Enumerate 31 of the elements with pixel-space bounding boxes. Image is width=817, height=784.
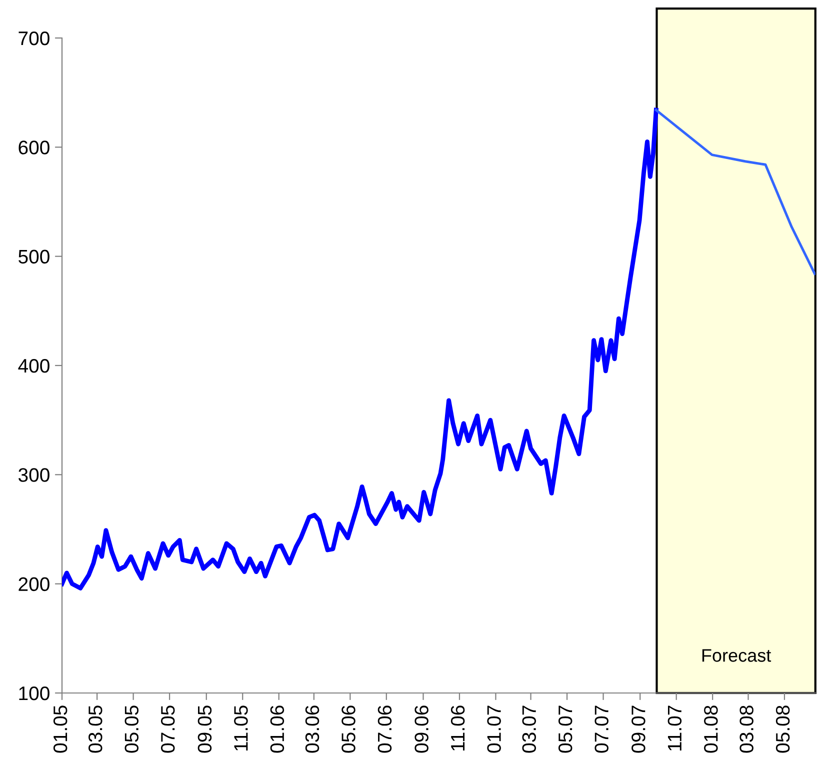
y-tick-label: 500 [18, 250, 50, 264]
band-label: Forecast [702, 649, 772, 662]
x-tick-label: 09.05 [198, 706, 212, 753]
x-tick-label: 09.07 [632, 706, 646, 753]
y-tick-label: 100 [19, 686, 50, 700]
x-tick-label: 03.08 [740, 706, 754, 753]
y-tick-label: 400 [18, 358, 50, 373]
line-series [62, 108, 658, 590]
x-tick-label: 09.06 [414, 706, 428, 753]
x-tick-label: 05.07 [558, 706, 572, 753]
x-tick-label: 03.07 [522, 706, 536, 753]
x-tick-label: 05.08 [776, 706, 790, 753]
x-tick-label: 01.06 [270, 706, 284, 753]
x-tick-label: 11.05 [234, 706, 248, 751]
x-tick-label: 07.05 [160, 706, 175, 753]
y-tick-label: 600 [18, 140, 50, 154]
y-tick-label: 700 [18, 31, 50, 46]
x-tick-label: 05.05 [124, 706, 139, 753]
x-tick-label: 01.07 [487, 706, 501, 753]
x-tick-label: 03.06 [305, 706, 320, 753]
x-tick-label: 07.07 [594, 706, 608, 753]
x-tick-label: 01.05 [53, 706, 68, 753]
x-tick-label: 07.06 [378, 706, 392, 753]
y-tick-label: 200 [18, 577, 50, 592]
x-tick-label: 01.08 [704, 706, 718, 753]
x-tick-label: 03.05 [88, 706, 102, 753]
line-series [654, 108, 816, 276]
x-tick-label: 11.07 [668, 706, 682, 751]
x-tick-label: 05.06 [342, 706, 356, 753]
x-tick-label: 11.06 [450, 706, 465, 751]
y-tick-label: 300 [18, 468, 50, 482]
